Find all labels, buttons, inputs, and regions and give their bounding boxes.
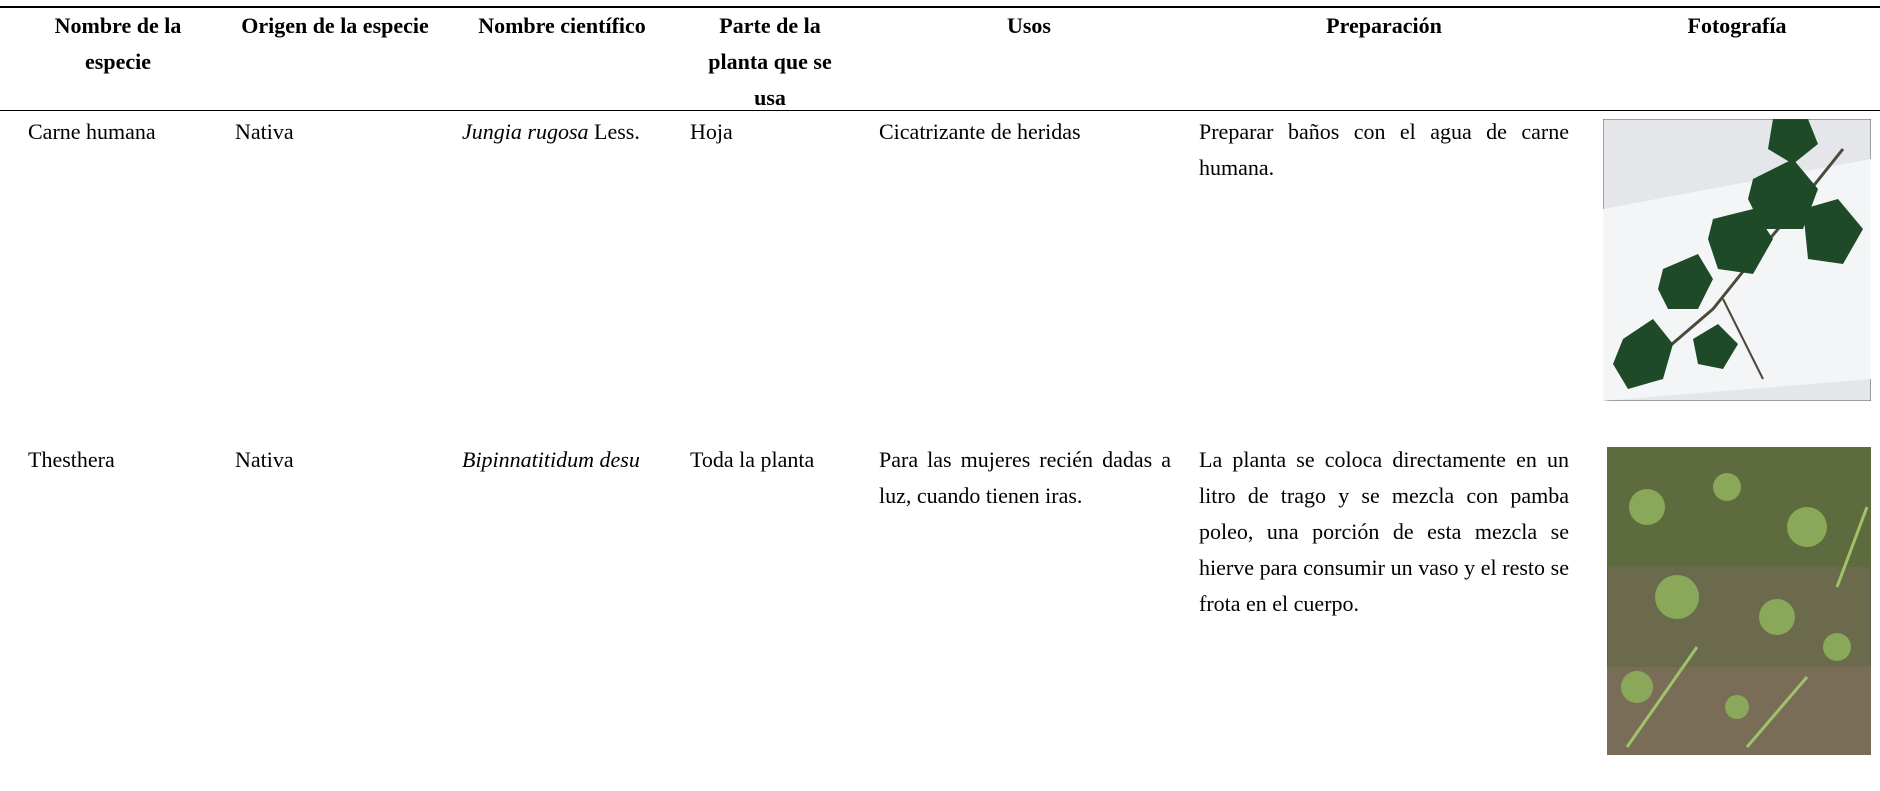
top-rule xyxy=(0,6,1880,8)
cell: Para las mujeres recién dadas a luz, cua… xyxy=(879,447,1171,508)
header-cell: Usos xyxy=(1006,13,1051,38)
cell: Jungia rugosa Less. xyxy=(462,114,662,150)
scientific-name: Jungia rugosa xyxy=(462,119,589,144)
header-cell: Fotografía xyxy=(1687,13,1787,38)
cell: Nativa xyxy=(235,447,294,472)
photo xyxy=(1607,447,1871,755)
header-rule xyxy=(0,110,1880,111)
cell: Cicatrizante de heridas xyxy=(879,119,1081,144)
cell: Nativa xyxy=(235,119,294,144)
author: Less. xyxy=(594,119,640,144)
header-cell: Nombre científico xyxy=(478,13,646,38)
cell: Hoja xyxy=(690,119,733,144)
cell: Carne humana xyxy=(28,119,156,144)
cell: Thesthera xyxy=(28,447,115,472)
header-cell: Origen de la especie xyxy=(241,13,429,38)
cell: Toda la planta xyxy=(690,447,815,472)
header-cell: Preparación xyxy=(1326,13,1442,38)
cell: Preparar baños con el agua de carne huma… xyxy=(1199,119,1569,180)
cell: La planta se coloca directamente en un l… xyxy=(1199,447,1569,616)
header-cell: Nombre de la especie xyxy=(54,13,182,74)
cell: Bipinnatitidum desu xyxy=(462,447,640,472)
photo xyxy=(1603,119,1871,401)
header-cell: Parte de la planta que se usa xyxy=(708,13,832,110)
